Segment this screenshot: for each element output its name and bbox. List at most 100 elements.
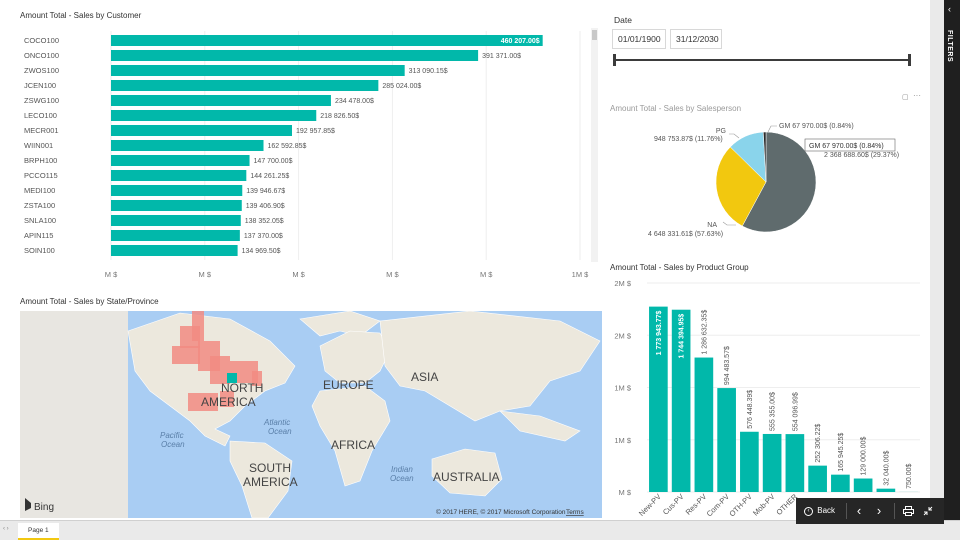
asia-shape xyxy=(379,311,601,422)
customer-category-label: MEDI100 xyxy=(24,186,55,195)
back-label: Back xyxy=(817,506,836,515)
pie-value-gm-small: GM 67 970.00$ (0.84%) xyxy=(779,123,854,130)
region-shape xyxy=(188,393,218,411)
more-options-icon[interactable]: ··· xyxy=(913,91,921,100)
reading-toolbar: ‹ Back ‹ › xyxy=(796,498,944,524)
customer-bar xyxy=(111,185,243,196)
exit-fullscreen-icon[interactable] xyxy=(920,498,936,524)
region-shape xyxy=(180,326,200,348)
australia-shape xyxy=(431,448,503,497)
previous-page-button[interactable]: ‹ xyxy=(856,503,862,518)
product-bar xyxy=(694,357,714,492)
customer-bar-chart[interactable]: M $ M $ M $ M $ M $ 1M $ COCO100 460 207.00$ ONC… xyxy=(0,28,600,278)
date-slider-end-handle[interactable] xyxy=(908,54,911,66)
customer-category-label: PCCO115 xyxy=(24,171,58,180)
product-bar xyxy=(762,433,782,492)
product-data-label: 994 483.57$ xyxy=(724,346,731,385)
customer-data-label: 162 592.85$ xyxy=(268,143,307,150)
product-category-label: New-PV xyxy=(637,492,663,518)
date-range-slider[interactable] xyxy=(614,59,911,61)
product-category-label: Com-PV xyxy=(705,492,731,518)
product-data-label: 32 040.00$ xyxy=(883,451,890,486)
customer-category-label: BRPH100 xyxy=(24,156,57,165)
product-bar xyxy=(853,478,873,492)
map-terms-link[interactable]: Terms xyxy=(566,509,584,516)
south-america-shape xyxy=(229,440,293,518)
filters-pane[interactable] xyxy=(944,0,960,520)
customer-bar xyxy=(111,245,238,256)
region-shape-teal xyxy=(227,373,237,383)
product-data-label: 1 773 943.77$ xyxy=(656,311,663,356)
label-australia: AUSTRALIA xyxy=(433,470,500,484)
pie-value-gm: 2 368 688.60$ (29.37%) xyxy=(824,152,899,159)
customer-category-label: APIN115 xyxy=(24,231,53,240)
product-y-tick: 2M $ xyxy=(614,279,632,288)
back-button[interactable]: ‹ Back xyxy=(804,498,836,524)
date-start-input[interactable]: 01/01/1900 xyxy=(612,29,666,49)
filters-label[interactable]: FILTERS xyxy=(946,30,953,63)
europe-shape xyxy=(319,330,391,384)
product-bar xyxy=(785,434,805,492)
pie-slice xyxy=(715,146,767,227)
label-asia: ASIA xyxy=(411,370,438,384)
product-bar xyxy=(808,465,827,492)
label-indian-1: Indian xyxy=(391,465,413,474)
label-north-america-1: NORTH xyxy=(221,381,263,395)
customer-bar xyxy=(111,140,264,151)
bing-brand: Bing xyxy=(34,502,54,513)
customer-data-label: 234 478.00$ xyxy=(335,98,374,105)
pie-tooltip-text: GM 67 970.00$ (0.84%) xyxy=(809,143,884,150)
customer-category-label: SNLA100 xyxy=(24,216,56,225)
customer-category-label: JCEN100 xyxy=(24,81,56,90)
tab-page-1[interactable]: Page 1 xyxy=(18,523,59,540)
pie-tooltip xyxy=(804,138,896,152)
label-europe: EUROPE xyxy=(323,378,374,392)
print-icon[interactable] xyxy=(900,498,916,524)
product-bar xyxy=(671,309,691,492)
page-tab-bar xyxy=(0,520,960,540)
map-copyright: © 2017 HERE, © 2017 Microsoft Corporatio… xyxy=(436,508,566,516)
page-scroll-arrows-icon[interactable]: ‹ › xyxy=(3,526,9,532)
state-province-map[interactable]: NORTH AMERICA EUROPE ASIA AFRICA SOUTH A… xyxy=(20,311,602,518)
pie-slice xyxy=(763,131,767,183)
chevron-left-icon[interactable]: ‹ xyxy=(948,4,951,14)
product-bar-chart[interactable]: 2M $ 2M $ 1M $ 1M $ M $ 1 773 943.77$ New-PV 1 … xyxy=(605,274,930,520)
date-end-input[interactable]: 31/12/2030 xyxy=(670,29,722,49)
customer-bar xyxy=(111,155,250,166)
date-slicer-title: Date xyxy=(614,15,632,25)
region-shape xyxy=(220,391,234,407)
pie-value-pg: 948 753.87$ (11.76%) xyxy=(654,136,723,143)
date-slider-start-handle[interactable] xyxy=(613,54,616,66)
customer-category-label: SOIN100 xyxy=(24,246,55,255)
product-category-label: Mob-PV xyxy=(751,492,777,518)
product-y-tick: 2M $ xyxy=(614,331,632,340)
customer-data-label: 137 370.00$ xyxy=(244,233,283,240)
customer-data-label: 192 957.85$ xyxy=(296,128,335,135)
customer-data-label: 138 352.05$ xyxy=(245,218,284,225)
customer-category-label: ZSWG100 xyxy=(24,96,59,105)
product-data-label: 252 306.22$ xyxy=(815,424,822,463)
label-pacific-1: Pacific xyxy=(160,431,184,440)
label-indian-2: Ocean xyxy=(390,474,414,483)
focus-mode-icon[interactable]: ▢ xyxy=(902,94,909,101)
next-page-button[interactable]: › xyxy=(876,503,882,518)
pie-label-pg: PG xyxy=(716,128,726,135)
map-graphic: NORTH AMERICA EUROPE ASIA AFRICA SOUTH A… xyxy=(20,311,601,518)
customer-x-tick: M $ xyxy=(480,270,493,278)
product-bar xyxy=(740,431,759,492)
product-y-tick: 1M $ xyxy=(614,436,632,445)
pie-leader-line xyxy=(729,133,740,139)
customer-category-label: LECO100 xyxy=(24,111,57,120)
label-south-america-1: SOUTH xyxy=(249,461,291,475)
customer-bar xyxy=(111,230,240,241)
customer-bar xyxy=(111,215,241,226)
indonesia-shape xyxy=(499,410,581,442)
label-south-america-2: AMERICA xyxy=(243,475,298,489)
pie-slice xyxy=(741,131,817,233)
product-data-label: 750.00$ xyxy=(906,464,913,489)
product-category-label: OTH-PV xyxy=(727,492,753,518)
customer-data-label: 460 207.00$ xyxy=(501,38,540,45)
customer-data-label: 218 826.50$ xyxy=(320,113,359,120)
product-data-label: 554 096.99$ xyxy=(792,392,799,431)
